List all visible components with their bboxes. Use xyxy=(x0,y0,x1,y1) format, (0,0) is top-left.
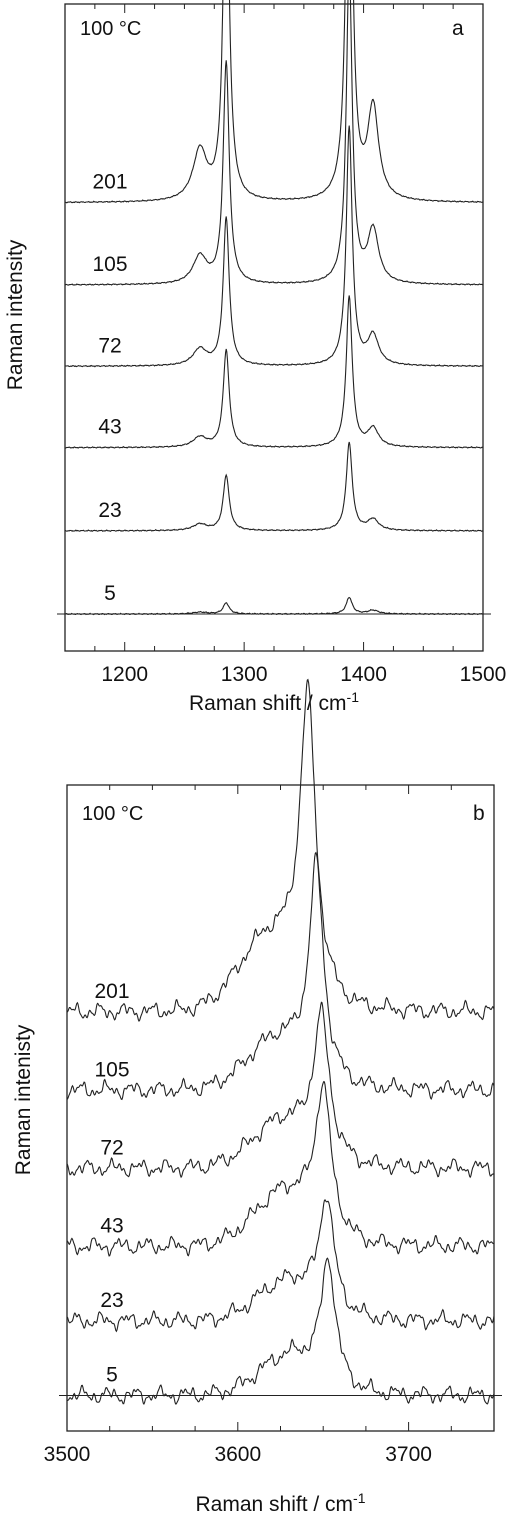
x-tick-label: 1400 xyxy=(340,663,387,686)
temperature-label: 100 °C xyxy=(82,803,143,825)
series-label-72: 72 xyxy=(100,1136,123,1159)
x-tick-label: 1500 xyxy=(460,663,507,686)
spectrum-43 xyxy=(66,1080,495,1257)
spectrum-23 xyxy=(66,1199,495,1333)
series-label-5: 5 xyxy=(104,582,116,605)
series-label-72: 72 xyxy=(98,334,121,357)
series-label-43: 43 xyxy=(100,1214,123,1237)
series-label-5: 5 xyxy=(106,1364,118,1387)
plot-frame xyxy=(66,784,495,1432)
y-axis-title: Raman intensity xyxy=(4,239,27,390)
x-axis-title: Raman shift / cm-1 xyxy=(189,689,359,715)
x-tick-label: 3600 xyxy=(214,1443,261,1466)
series-label-23: 23 xyxy=(98,499,121,522)
panel-letter: a xyxy=(452,17,464,40)
series-label-23: 23 xyxy=(100,1289,123,1312)
y-axis-title: Raman intenisty xyxy=(12,1024,35,1175)
spectrum-23 xyxy=(64,441,484,532)
spectrum-201 xyxy=(66,678,495,1022)
x-axis-title: Raman shift / cm-1 xyxy=(196,1490,366,1516)
spectrum-105 xyxy=(64,0,484,286)
spectrum-72 xyxy=(66,1001,495,1179)
plot-frame xyxy=(64,3,484,652)
series-label-201: 201 xyxy=(92,171,127,194)
spectrum-5 xyxy=(66,1257,495,1406)
spectrum-201 xyxy=(64,0,484,204)
temperature-label: 100 °C xyxy=(80,18,141,40)
x-tick-label: 1300 xyxy=(221,663,268,686)
x-tick-label: 1200 xyxy=(101,663,148,686)
x-tick-label: 3700 xyxy=(385,1443,432,1466)
panel-a: 1200 1300 1400 1500 Raman shift / cm-1 Raman … xyxy=(4,0,506,715)
series-label-201: 201 xyxy=(94,980,129,1003)
panel-letter: b xyxy=(473,802,485,825)
spectrum-105 xyxy=(66,851,495,1101)
spectrum-72 xyxy=(64,125,483,368)
x-tick-label: 3500 xyxy=(44,1443,91,1466)
spectrum-43 xyxy=(64,295,484,449)
series-label-43: 43 xyxy=(98,416,121,439)
spectrum-5 xyxy=(65,596,484,616)
panel-b: 3500 3600 3700 Raman shift / cm-1 Raman inte… xyxy=(12,678,502,1516)
series-label-105: 105 xyxy=(92,253,127,276)
series-label-105: 105 xyxy=(94,1058,129,1081)
